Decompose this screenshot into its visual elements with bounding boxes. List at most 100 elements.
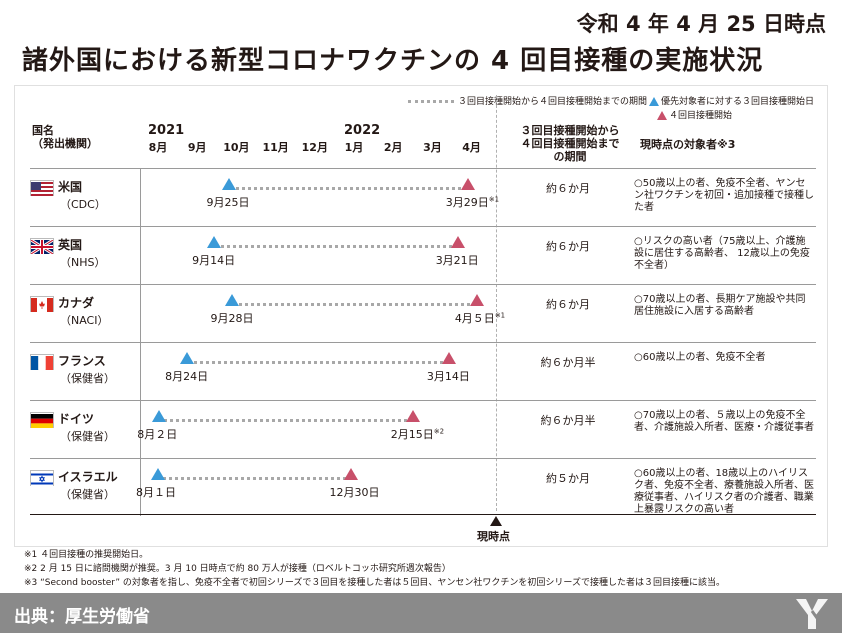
legend-fourth-label: ４回目接種開始 [668, 111, 732, 121]
company-logo-icon [796, 599, 828, 629]
fourth-dose-date-text: 4月５日 [454, 312, 495, 325]
period-header-line1: ３回目接種開始から [520, 124, 620, 137]
us-flag-icon [30, 180, 54, 196]
row-divider [30, 400, 816, 401]
target-description: ○60歳以上の者、18歳以上のハイリスク者、免疫不全者、療養施設入所者、医療従事… [634, 468, 814, 515]
fourth-dose-date: 2月15日※2 [391, 426, 444, 442]
fourth-dose-date: 3月29日※1 [446, 194, 499, 210]
month-label: 12月 [301, 141, 328, 154]
row-vertical-divider [140, 284, 141, 342]
third-dose-marker [152, 410, 167, 422]
third-dose-marker [225, 294, 240, 306]
date-stamp: 令和 4 年 4 月 25 日時点 [576, 12, 826, 36]
country-agency: （NACI） [60, 314, 109, 327]
third-dose-marker [207, 236, 222, 248]
country-name: 米国 [58, 180, 83, 194]
source-label: 出典：厚生労働省 [14, 607, 150, 627]
fourth-dose-marker [450, 236, 465, 248]
now-line [496, 95, 497, 511]
third-dose-date: 9月28日 [210, 312, 254, 325]
fourth-dose-note-mark: ※2 [433, 427, 445, 436]
country-agency: （NHS） [60, 256, 106, 269]
month-label: 11月 [262, 141, 289, 154]
interval-dots [214, 245, 458, 248]
legend-period-label: ３回目接種開始から４回目接種開始までの期間 [457, 97, 647, 107]
row-divider [30, 342, 816, 343]
blue-triangle-icon [648, 97, 659, 106]
country-agency: （保健省） [60, 488, 115, 501]
country-agency: （保健省） [60, 430, 115, 443]
period-value: 約６か月 [546, 182, 590, 195]
france-flag-icon [30, 354, 54, 370]
month-label: 10月 [223, 141, 250, 154]
country-cell: 英国 （NHS） [30, 238, 130, 278]
country-header-line2: （発出機関） [32, 137, 98, 150]
germany-flag-icon [30, 412, 54, 428]
third-dose-date: 8月１日 [136, 486, 176, 499]
row-divider [30, 226, 816, 227]
period-value: 約６か月 [546, 240, 590, 253]
month-label: 1月 [344, 141, 364, 154]
fourth-dose-date-text: 3月29日 [445, 196, 489, 209]
country-header-line1: 国名 [32, 124, 54, 137]
now-label: 現時点 [477, 530, 510, 543]
page-title: 諸外国における新型コロナワクチンの 4 回目接種の実施状況 [22, 46, 764, 76]
month-label: 4月 [462, 141, 481, 154]
period-header-line2: ４回目接種開始まで [520, 137, 620, 150]
country-cell: ドイツ （保健省） [30, 412, 130, 452]
chart-panel [14, 85, 828, 547]
country-agency: （保健省） [60, 372, 115, 385]
legend-third-label: 優先対象者に対する３回目接種開始日 [660, 97, 814, 107]
fourth-dose-note-mark: ※1 [488, 195, 500, 204]
note-1: ※1 ４回目接種の推奨開始日。 [24, 550, 149, 560]
now-marker-icon [490, 516, 502, 526]
period-value: 約５か月 [546, 472, 590, 485]
red-triangle-icon [656, 111, 667, 120]
row-vertical-divider [140, 226, 141, 284]
third-dose-marker [180, 352, 195, 364]
target-description: ○70歳以上の者、長期ケア施設や共同居住施設に入居する高齢者 [634, 294, 806, 317]
note-2: ※2 2 月 15 日に諮問機関が推奨。3 月 10 日時点で約 80 万人が接… [24, 564, 451, 574]
fourth-dose-marker [460, 178, 475, 190]
target-header: 現時点の対象者※3 [640, 138, 736, 151]
uk-flag-icon [30, 238, 54, 256]
country-cell: 米国 （CDC） [30, 180, 130, 220]
legend-row-1: ３回目接種開始から４回目接種開始までの期間 優先対象者に対する３回目接種開始日 [407, 94, 814, 107]
country-cell: カナダ （NACI） [30, 296, 130, 336]
row-vertical-divider [140, 400, 141, 458]
country-agency: （CDC） [60, 198, 106, 211]
row-divider [30, 168, 816, 169]
row-vertical-divider [140, 458, 141, 516]
country-name: 英国 [58, 238, 83, 252]
period-value: 約６か月半 [540, 414, 596, 427]
target-description: ○70歳以上の者、５歳以上の免疫不全者、介護施設入所者、医療・介護従事者 [634, 410, 814, 433]
third-dose-date: 9月14日 [192, 254, 236, 267]
country-name: フランス [58, 354, 106, 368]
target-description: ○50歳以上の者、免疫不全者、ヤンセン社ワクチンを初回・追加接種で接種した者 [634, 178, 814, 213]
footer-bar: 出典：厚生労働省 [0, 593, 842, 633]
fourth-dose-marker [441, 352, 456, 364]
target-description: ○60歳以上の者、免疫不全者 [634, 352, 766, 363]
canada-flag-icon [30, 296, 54, 312]
fourth-dose-marker [405, 410, 420, 422]
year-label: 2022 [344, 123, 381, 138]
fourth-dose-marker [469, 294, 484, 306]
month-label: 2月 [383, 141, 403, 154]
row-divider [30, 458, 816, 459]
country-name: カナダ [58, 296, 95, 310]
country-cell: フランス （保健省） [30, 354, 130, 394]
fourth-dose-marker [344, 468, 359, 480]
fourth-dose-date-text: 3月14日 [426, 370, 470, 383]
row-vertical-divider [140, 168, 141, 226]
row-vertical-divider [140, 342, 141, 400]
fourth-dose-date: 3月14日 [427, 368, 470, 384]
third-dose-date: 9月25日 [206, 196, 250, 209]
month-label: 3月 [423, 141, 442, 154]
country-name: ドイツ [58, 412, 95, 426]
israel-flag-icon [30, 470, 54, 486]
bottom-rule [30, 514, 816, 515]
period-header-line3: の期間 [553, 150, 587, 163]
third-dose-marker [221, 178, 236, 190]
interval-dots [187, 361, 449, 364]
